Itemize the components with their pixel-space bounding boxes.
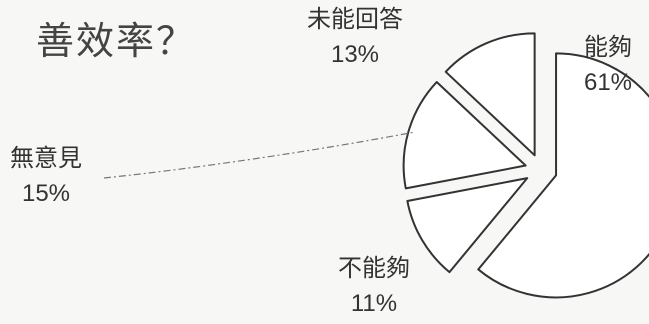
slice-value-bu-neng-gou: 11% [351,290,397,317]
slice-value-wei-neng-hui-da: 13% [331,41,379,68]
chart-title: 善效率？ [36,19,197,63]
slice-value-wu-yi-jian: 15% [22,180,70,207]
pie-slice-bu-neng-gou [406,177,529,274]
slice-label-wu-yi-jian: 無意見 [10,144,82,172]
pie-slice-wei-neng-hui-da [444,32,536,157]
slice-label-bu-neng-gou: 不能夠 [338,254,410,282]
leader-line-wu-yi-jian [103,131,416,179]
pie-slice-neng-gou [477,52,649,299]
slice-value-neng-gou: 61% [584,69,632,96]
pie-slice-wu-yi-jian [402,81,527,190]
slice-label-neng-gou: 能夠 [584,33,632,61]
slice-label-wei-neng-hui-da: 未能回答 [307,5,403,33]
